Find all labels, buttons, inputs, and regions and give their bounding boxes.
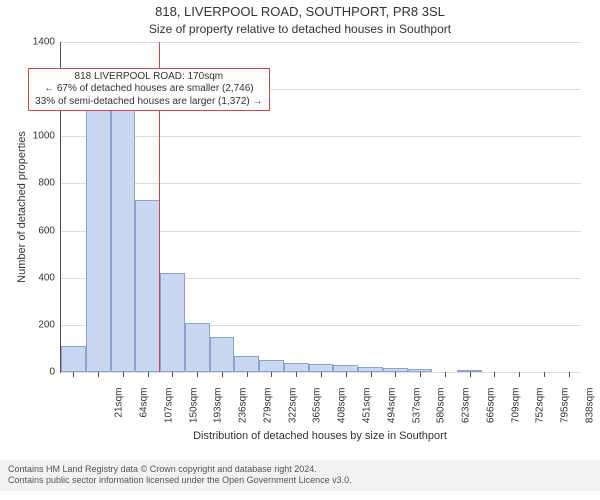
x-tick-label: 279sqm [262, 388, 273, 438]
histogram-bar [86, 99, 111, 372]
footer-attribution: Contains HM Land Registry data © Crown c… [0, 460, 600, 491]
x-tick [420, 372, 421, 377]
y-tick-label: 1400 [20, 37, 55, 48]
grid-line [61, 42, 581, 43]
x-tick-label: 451sqm [362, 388, 373, 438]
x-tick-label: 795sqm [560, 388, 571, 438]
y-tick-label: 800 [20, 178, 55, 189]
x-tick [321, 372, 322, 377]
x-tick-label: 709sqm [510, 388, 521, 438]
grid-line [61, 183, 581, 184]
x-tick [222, 372, 223, 377]
x-tick [172, 372, 173, 377]
property-size-chart: 818, LIVERPOOL ROAD, SOUTHPORT, PR8 3SL … [0, 0, 600, 500]
x-tick-label: 838sqm [584, 388, 595, 438]
x-tick [148, 372, 149, 377]
x-tick [123, 372, 124, 377]
y-tick-label: 1000 [20, 131, 55, 142]
x-tick-label: 537sqm [411, 388, 422, 438]
histogram-bar [61, 346, 86, 372]
x-tick-label: 365sqm [312, 388, 323, 438]
x-tick [544, 372, 545, 377]
x-tick [247, 372, 248, 377]
chart-subtitle: Size of property relative to detached ho… [0, 22, 600, 36]
x-tick [494, 372, 495, 377]
x-tick-label: 21sqm [114, 388, 125, 438]
x-tick-label: 107sqm [163, 388, 174, 438]
y-tick-label: 0 [20, 367, 55, 378]
footer-line-1: Contains HM Land Registry data © Crown c… [8, 464, 592, 475]
chart-title: 818, LIVERPOOL ROAD, SOUTHPORT, PR8 3SL [0, 4, 600, 19]
histogram-bar [185, 323, 210, 373]
x-tick [346, 372, 347, 377]
histogram-bar [210, 337, 235, 372]
x-tick [197, 372, 198, 377]
x-tick-label: 193sqm [213, 388, 224, 438]
x-tick-label: 236sqm [238, 388, 249, 438]
annotation-line: ← 67% of detached houses are smaller (2,… [35, 83, 262, 96]
x-tick-label: 623sqm [461, 388, 472, 438]
x-tick [569, 372, 570, 377]
y-tick-label: 400 [20, 272, 55, 283]
histogram-bar [333, 365, 358, 372]
footer-line-2: Contains public sector information licen… [8, 475, 592, 486]
x-tick [296, 372, 297, 377]
annotation-line: 818 LIVERPOOL ROAD: 170sqm [35, 71, 262, 84]
histogram-bar [309, 364, 334, 372]
x-tick-label: 64sqm [139, 388, 150, 438]
histogram-bar [111, 96, 136, 372]
x-tick [395, 372, 396, 377]
x-tick [271, 372, 272, 377]
annotation-line: 33% of semi-detached houses are larger (… [35, 96, 262, 109]
x-tick [445, 372, 446, 377]
x-tick-label: 494sqm [386, 388, 397, 438]
x-tick-label: 150sqm [188, 388, 199, 438]
histogram-bar [259, 360, 284, 372]
annotation-box: 818 LIVERPOOL ROAD: 170sqm← 67% of detac… [28, 68, 269, 112]
histogram-bar [284, 363, 309, 372]
x-tick [98, 372, 99, 377]
x-tick [519, 372, 520, 377]
x-tick [470, 372, 471, 377]
x-tick-label: 408sqm [337, 388, 348, 438]
grid-line [61, 136, 581, 137]
histogram-bar [160, 273, 185, 372]
x-tick [371, 372, 372, 377]
x-tick-label: 752sqm [535, 388, 546, 438]
histogram-bar [135, 200, 160, 372]
y-tick-label: 200 [20, 319, 55, 330]
x-tick-label: 666sqm [485, 388, 496, 438]
x-tick [73, 372, 74, 377]
x-tick-label: 580sqm [436, 388, 447, 438]
x-tick-label: 322sqm [287, 388, 298, 438]
y-tick-label: 600 [20, 225, 55, 236]
histogram-bar [234, 356, 259, 373]
